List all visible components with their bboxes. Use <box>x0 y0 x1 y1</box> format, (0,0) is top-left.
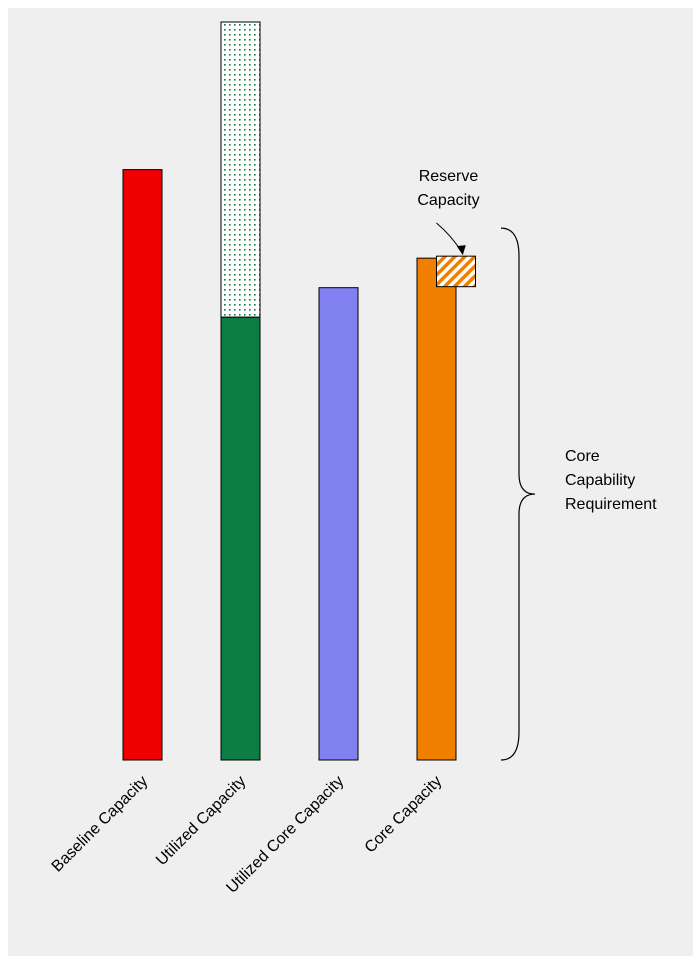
bar-3 <box>416 257 457 761</box>
chart-panel: Baseline Capacity Utilized Capacity Utiliz… <box>8 8 693 956</box>
category-label-0: Baseline Capacity <box>49 773 152 876</box>
reserve-arrowhead <box>456 245 466 256</box>
category-label-3: Core Capacity <box>362 773 446 857</box>
brace <box>500 227 536 761</box>
category-labels: Baseline Capacity Utilized CapacityUtiliz… <box>49 773 446 897</box>
reserve-label-line-0: Reserve <box>419 168 479 185</box>
reserve-label-line-1: Capacity <box>417 192 479 209</box>
reserve-annotation: Reserve Capacity <box>417 168 480 256</box>
category-label-1: Utilized Capacity <box>153 773 249 869</box>
bar-reserve-3 <box>436 255 476 288</box>
bar-2 <box>318 287 359 761</box>
bracket-annotation: Core Capability Requirement <box>500 227 657 761</box>
bars-layer <box>122 21 476 761</box>
bar-0 <box>122 169 163 761</box>
bracket-label-line-1: Capability <box>565 472 635 489</box>
bracket-label-line-0: Core <box>565 448 600 465</box>
bar-1 <box>220 316 261 761</box>
bar-excess-1 <box>220 21 261 318</box>
bracket-label-line-2: Requirement <box>565 496 657 513</box>
chart-svg: Baseline Capacity Utilized CapacityUtiliz… <box>49 21 657 897</box>
